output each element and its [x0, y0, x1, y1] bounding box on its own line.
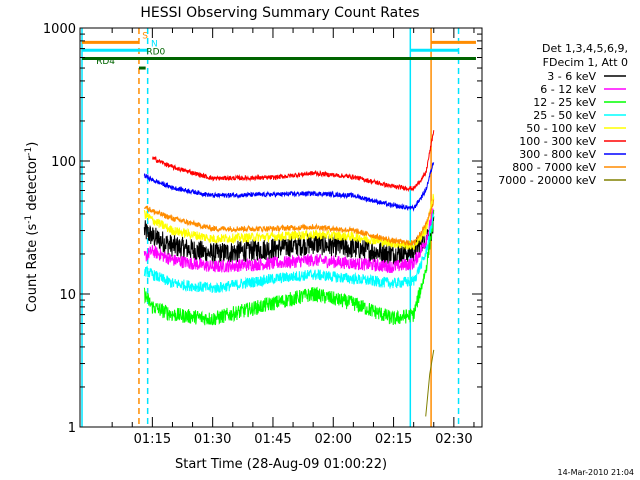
x-tick-label: 01:15	[134, 432, 171, 447]
generation-timestamp: 14-Mar-2010 21:04	[558, 468, 635, 477]
flag-label-rd4: RD4	[96, 57, 115, 67]
legend-entry-label: 50 - 100 keV	[526, 122, 596, 135]
legend-entry-label: 800 - 7000 keV	[512, 161, 596, 174]
series-line	[143, 162, 435, 212]
y-tick-label: 100	[51, 155, 76, 170]
y-label-part: detector	[25, 155, 40, 215]
y-tick-label: 10	[59, 288, 76, 303]
legend-entry-label: 7000 - 20000 keV	[498, 174, 596, 187]
x-tick-label: 01:45	[254, 432, 291, 447]
y-axis-label: Count Rate (s-1 detector-1)	[24, 142, 40, 313]
legend-entry-label: 25 - 50 keV	[533, 109, 596, 122]
legend-entry-label: 12 - 25 keV	[533, 96, 596, 109]
x-tick-label: 02:00	[315, 432, 352, 447]
flag-label-s: S	[142, 31, 148, 41]
x-tick-label: 01:30	[194, 432, 231, 447]
y-label-sup: -1	[24, 147, 34, 156]
series-line	[143, 199, 435, 247]
legend-entry-label: 100 - 300 keV	[519, 135, 596, 148]
legend-header-line: Det 1,3,4,5,6,9,	[542, 42, 628, 55]
legend: Det 1,3,4,5,6,9, FDecim 1, Att 0 3 - 6 k…	[498, 42, 628, 187]
flag-label-rd0: RD0	[146, 47, 165, 57]
series-line	[425, 349, 435, 417]
series-line	[143, 216, 435, 266]
series-layer	[143, 130, 435, 417]
y-label-part: Count Rate (s	[25, 224, 40, 313]
legend-entry-label: 300 - 800 keV	[519, 148, 596, 161]
plot-frame	[79, 27, 483, 428]
series-line	[152, 130, 435, 193]
legend-header-line: FDecim 1, Att 0	[543, 56, 628, 69]
x-tick-label: 02:30	[435, 432, 472, 447]
x-tick-label: 02:15	[375, 432, 412, 447]
series-line	[143, 208, 435, 274]
y-tick-label: 1	[68, 421, 76, 436]
legend-entry-label: 6 - 12 keV	[540, 83, 596, 96]
y-label-part: )	[25, 142, 40, 147]
axis-layer: 01:15 01:30 01:45 02:00 02:15 02:30 1 10 100 1000	[43, 22, 482, 447]
series-line	[143, 213, 435, 293]
y-label-sup: -1	[24, 215, 34, 224]
flag-label-n: N	[151, 39, 158, 49]
y-tick-label: 1000	[43, 22, 76, 37]
series-line	[143, 209, 435, 326]
x-axis-label: Start Time (28-Aug-09 01:00:22)	[175, 457, 387, 472]
legend-entry-label: 3 - 6 keV	[547, 70, 596, 83]
chart-title: HESSI Observing Summary Count Rates	[140, 5, 419, 21]
